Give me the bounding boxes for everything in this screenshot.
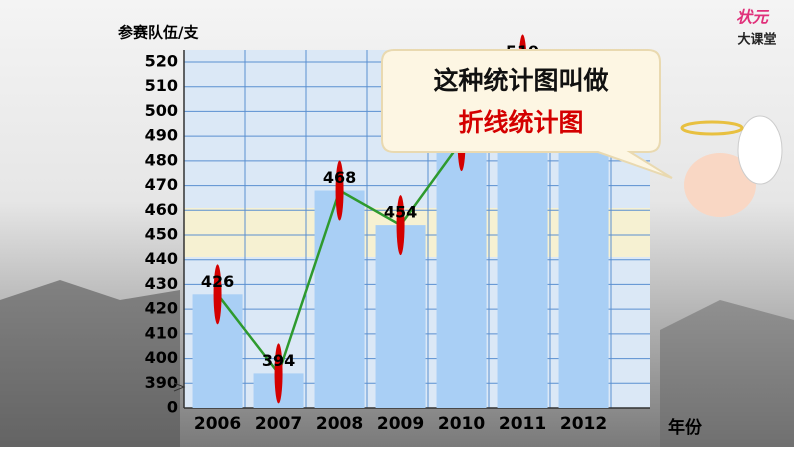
logo-bottom: 大课堂 <box>737 32 776 48</box>
bar <box>375 225 426 408</box>
y-tick-label: 500 <box>145 101 178 120</box>
mountain <box>660 300 794 447</box>
y-tick-label: 520 <box>145 52 178 71</box>
point-marker <box>213 264 222 325</box>
y-tick-label: 450 <box>145 225 178 244</box>
value-label: 468 <box>323 168 356 187</box>
angel-face <box>684 153 756 217</box>
y-tick-label: 480 <box>145 150 178 169</box>
y-tick-label: 430 <box>145 274 178 293</box>
y-tick-label: 460 <box>145 200 178 219</box>
logo-top: 状元 <box>736 8 770 27</box>
y-tick-label: 410 <box>145 323 178 342</box>
bar <box>314 190 365 408</box>
x-tick-label: 2009 <box>377 414 424 434</box>
y-tick-label: 0 <box>167 398 178 417</box>
y-tick-label: 470 <box>145 175 178 194</box>
angel-wing <box>737 115 783 185</box>
x-axis-label: 年份 <box>668 417 703 438</box>
y-tick-label: 390 <box>145 373 178 392</box>
point-marker <box>274 343 283 404</box>
angel <box>680 115 783 217</box>
y-tick-label: 420 <box>145 299 178 318</box>
value-label: 426 <box>201 272 234 291</box>
x-tick-label: 2010 <box>438 414 485 434</box>
y-tick-label: 490 <box>145 126 178 145</box>
y-axis-label: 参赛队伍/支 <box>118 24 199 42</box>
callout-line1: 这种统计图叫做 <box>433 66 608 95</box>
x-tick-label: 2006 <box>194 414 241 434</box>
point-marker <box>335 160 344 221</box>
y-tick-label: 440 <box>145 249 178 268</box>
x-tick-label: 2007 <box>255 414 302 434</box>
y-tick-label: 510 <box>145 76 178 95</box>
bar <box>436 141 487 409</box>
point-marker <box>396 195 405 256</box>
axis-break <box>173 382 186 392</box>
x-tick-label: 2008 <box>316 414 363 434</box>
halo <box>680 120 744 136</box>
x-tick-label: 2012 <box>560 414 607 434</box>
speech-bubble <box>381 49 673 179</box>
value-label: 454 <box>384 203 417 222</box>
callout-line2: 折线统计图 <box>458 108 583 137</box>
mountain <box>0 280 180 447</box>
callout: 这种统计图叫做 折线统计图 <box>381 49 673 179</box>
value-label: 394 <box>262 351 295 370</box>
y-tick-label: 400 <box>145 348 178 367</box>
x-tick-label: 2011 <box>499 414 546 434</box>
